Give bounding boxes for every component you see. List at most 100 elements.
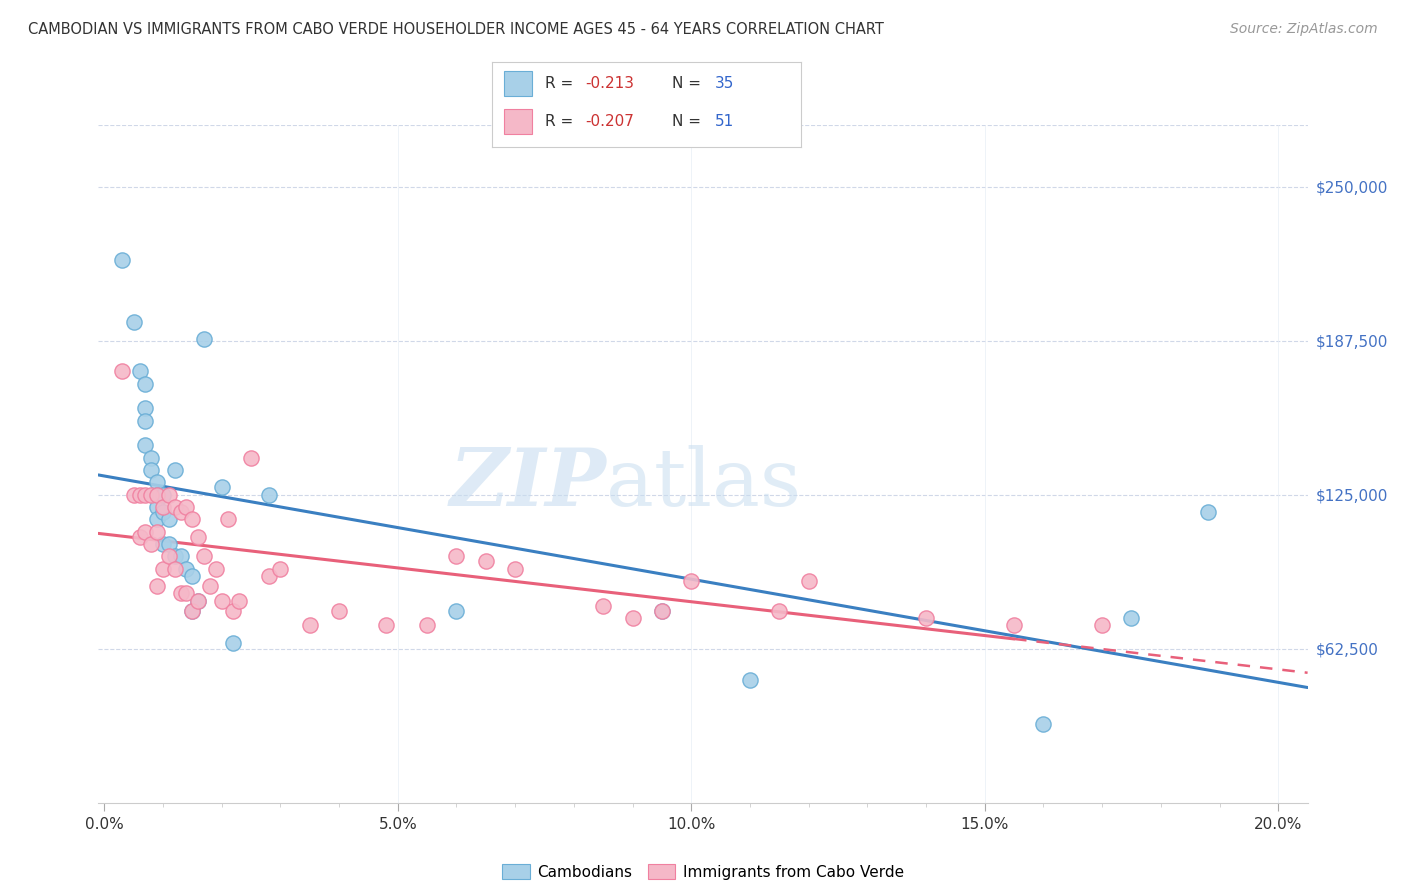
Point xyxy=(1197,505,1219,519)
Point xyxy=(141,463,163,477)
Text: 51: 51 xyxy=(714,114,734,129)
Point xyxy=(152,561,174,575)
Point xyxy=(163,500,186,514)
Point xyxy=(1002,618,1025,632)
Point xyxy=(1091,618,1114,632)
Point xyxy=(176,500,198,514)
Point xyxy=(111,253,134,268)
Point xyxy=(328,603,350,617)
Point xyxy=(269,561,291,575)
Point xyxy=(146,512,169,526)
Point xyxy=(446,549,468,564)
Point xyxy=(122,488,145,502)
Point xyxy=(163,549,186,564)
Point xyxy=(134,524,156,539)
Point xyxy=(228,593,250,607)
Point xyxy=(503,561,526,575)
Point xyxy=(1032,717,1054,731)
Point xyxy=(592,599,614,613)
Point xyxy=(152,505,174,519)
Point xyxy=(169,586,191,600)
Point xyxy=(146,475,169,490)
Point xyxy=(157,512,180,526)
Point xyxy=(738,673,761,687)
FancyBboxPatch shape xyxy=(505,71,533,96)
Point xyxy=(446,603,468,617)
Point xyxy=(222,603,245,617)
Point xyxy=(651,603,673,617)
Point xyxy=(217,512,239,526)
Point xyxy=(134,376,156,391)
Point xyxy=(211,593,233,607)
Point xyxy=(111,364,134,378)
FancyBboxPatch shape xyxy=(505,109,533,135)
Point xyxy=(211,480,233,494)
Point xyxy=(416,618,439,632)
Text: atlas: atlas xyxy=(606,445,801,524)
Point xyxy=(134,488,156,502)
Point xyxy=(375,618,398,632)
Point xyxy=(193,332,215,346)
Point xyxy=(181,603,204,617)
Point xyxy=(204,561,226,575)
Point xyxy=(146,488,169,502)
Point xyxy=(257,488,280,502)
Point xyxy=(181,512,204,526)
Point xyxy=(222,635,245,649)
Point xyxy=(187,593,209,607)
Text: R =: R = xyxy=(544,114,578,129)
Point xyxy=(187,593,209,607)
Text: ZIP: ZIP xyxy=(450,445,606,523)
Point xyxy=(146,524,169,539)
Text: N =: N = xyxy=(672,76,706,91)
Text: 35: 35 xyxy=(714,76,734,91)
Point xyxy=(141,488,163,502)
Point xyxy=(163,561,186,575)
Point xyxy=(146,500,169,514)
Point xyxy=(797,574,820,588)
Text: Source: ZipAtlas.com: Source: ZipAtlas.com xyxy=(1230,22,1378,37)
Text: N =: N = xyxy=(672,114,706,129)
Point xyxy=(475,554,498,568)
Point xyxy=(134,401,156,416)
Text: -0.207: -0.207 xyxy=(585,114,634,129)
Point xyxy=(152,488,174,502)
Point xyxy=(169,505,191,519)
Point xyxy=(240,450,263,465)
Point xyxy=(152,537,174,551)
Text: -0.213: -0.213 xyxy=(585,76,634,91)
Point xyxy=(146,488,169,502)
Point xyxy=(146,579,169,593)
Point xyxy=(141,537,163,551)
Point xyxy=(141,450,163,465)
Point xyxy=(1121,611,1143,625)
Point xyxy=(768,603,790,617)
Point xyxy=(187,530,209,544)
Point xyxy=(157,488,180,502)
Point xyxy=(298,618,321,632)
Text: R =: R = xyxy=(544,76,578,91)
Point xyxy=(181,603,204,617)
Point xyxy=(128,488,150,502)
Point xyxy=(157,537,180,551)
Point xyxy=(257,569,280,583)
Point xyxy=(915,611,938,625)
Point xyxy=(681,574,703,588)
Point xyxy=(621,611,644,625)
Point xyxy=(651,603,673,617)
Text: CAMBODIAN VS IMMIGRANTS FROM CABO VERDE HOUSEHOLDER INCOME AGES 45 - 64 YEARS CO: CAMBODIAN VS IMMIGRANTS FROM CABO VERDE … xyxy=(28,22,884,37)
Legend: Cambodians, Immigrants from Cabo Verde: Cambodians, Immigrants from Cabo Verde xyxy=(496,858,910,886)
Point xyxy=(163,463,186,477)
Point xyxy=(181,569,204,583)
Point xyxy=(176,586,198,600)
Point xyxy=(134,414,156,428)
Point xyxy=(122,315,145,329)
Point xyxy=(128,530,150,544)
Point xyxy=(169,549,191,564)
Point xyxy=(128,364,150,378)
Point xyxy=(152,500,174,514)
Point xyxy=(176,561,198,575)
Point xyxy=(157,549,180,564)
Point xyxy=(134,438,156,452)
Point xyxy=(198,579,221,593)
